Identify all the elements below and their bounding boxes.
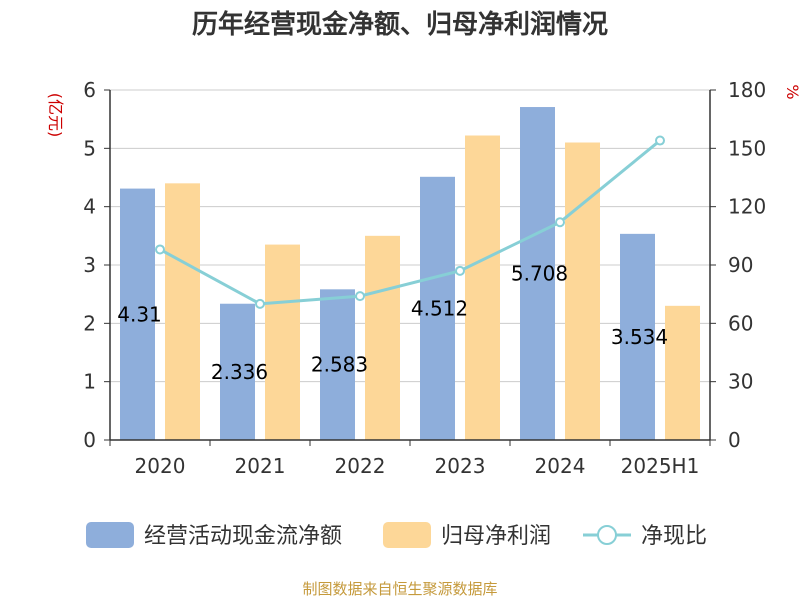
legend-label-ratio: 净现比	[641, 524, 707, 549]
bar-operating-cash	[620, 233, 655, 440]
x-axis-tick-label: 2021	[235, 454, 286, 478]
bar-value-label: 2.336	[211, 360, 268, 384]
legend: 经营活动现金流净额 归母净利润 净现比	[86, 522, 707, 549]
x-axis-tick-label: 2023	[435, 454, 486, 478]
left-axis-tick-label: 3	[83, 253, 96, 277]
bars	[120, 107, 700, 441]
ratio-point	[355, 291, 365, 302]
left-axis-tick-label: 0	[83, 428, 96, 452]
ratio-point	[555, 217, 565, 228]
legend-label-operating-cash: 经营活动现金流净额	[144, 524, 342, 549]
bar-operating-cash	[220, 303, 255, 440]
bar-value-label: 2.583	[311, 353, 368, 377]
bar-net-profit	[665, 305, 700, 440]
right-axis-unit: %	[783, 84, 800, 99]
chart-title: 历年经营现金净额、归母净利润情况	[191, 10, 608, 40]
bar-net-profit	[565, 142, 600, 440]
bar-value-label: 4.31	[117, 302, 162, 326]
right-axis-tick-label: 180	[728, 78, 766, 102]
axes: 01234560306090120150180(亿元)%202020212022…	[46, 78, 800, 478]
right-axis-tick-label: 90	[728, 253, 753, 277]
ratio-point	[155, 244, 165, 255]
legend-swatch-ratio-marker	[597, 525, 617, 545]
legend-swatch-net-profit	[383, 522, 431, 548]
legend-label-net-profit: 归母净利润	[441, 524, 551, 549]
right-axis-tick-label: 60	[728, 311, 753, 335]
bar-net-profit	[165, 183, 200, 441]
legend-swatch-operating-cash	[86, 522, 134, 548]
bar-value-label: 4.512	[411, 296, 468, 320]
ratio-point	[255, 298, 265, 309]
bar-operating-cash	[320, 289, 355, 440]
bar-value-label: 3.534	[611, 325, 668, 349]
grid-lines	[110, 89, 710, 383]
bar-net-profit	[365, 235, 400, 440]
left-axis-tick-label: 1	[83, 370, 96, 394]
left-axis-unit: (亿元)	[46, 93, 65, 138]
ratio-line	[159, 139, 661, 306]
ratio-line-layer	[155, 135, 665, 309]
x-axis-tick-label: 2025H1	[621, 454, 700, 478]
ratio-point	[455, 265, 465, 276]
bar-operating-cash	[120, 188, 155, 440]
bar-operating-cash	[420, 176, 455, 441]
right-axis-tick-label: 150	[728, 136, 766, 160]
left-axis-tick-label: 5	[83, 136, 96, 160]
x-axis-tick-label: 2024	[535, 454, 586, 478]
data-source-note: 制图数据来自恒生聚源数据库	[302, 580, 498, 598]
x-axis-tick-label: 2020	[135, 454, 186, 478]
ratio-point	[655, 135, 665, 146]
right-axis-tick-label: 0	[728, 428, 741, 452]
bar-value-label: 5.708	[511, 262, 568, 286]
bar-net-profit	[265, 244, 300, 440]
x-axis-tick-label: 2022	[335, 454, 386, 478]
bar-net-profit	[465, 135, 500, 440]
left-axis-tick-label: 6	[83, 78, 96, 102]
bar-operating-cash	[520, 107, 555, 441]
left-axis-tick-label: 2	[83, 311, 96, 335]
right-axis-tick-label: 30	[728, 370, 753, 394]
data-labels: 4.31 2.336 2.583 4.512 5.708 3.534	[117, 262, 668, 384]
left-axis-tick-label: 4	[83, 195, 96, 219]
right-axis-tick-label: 120	[728, 195, 766, 219]
